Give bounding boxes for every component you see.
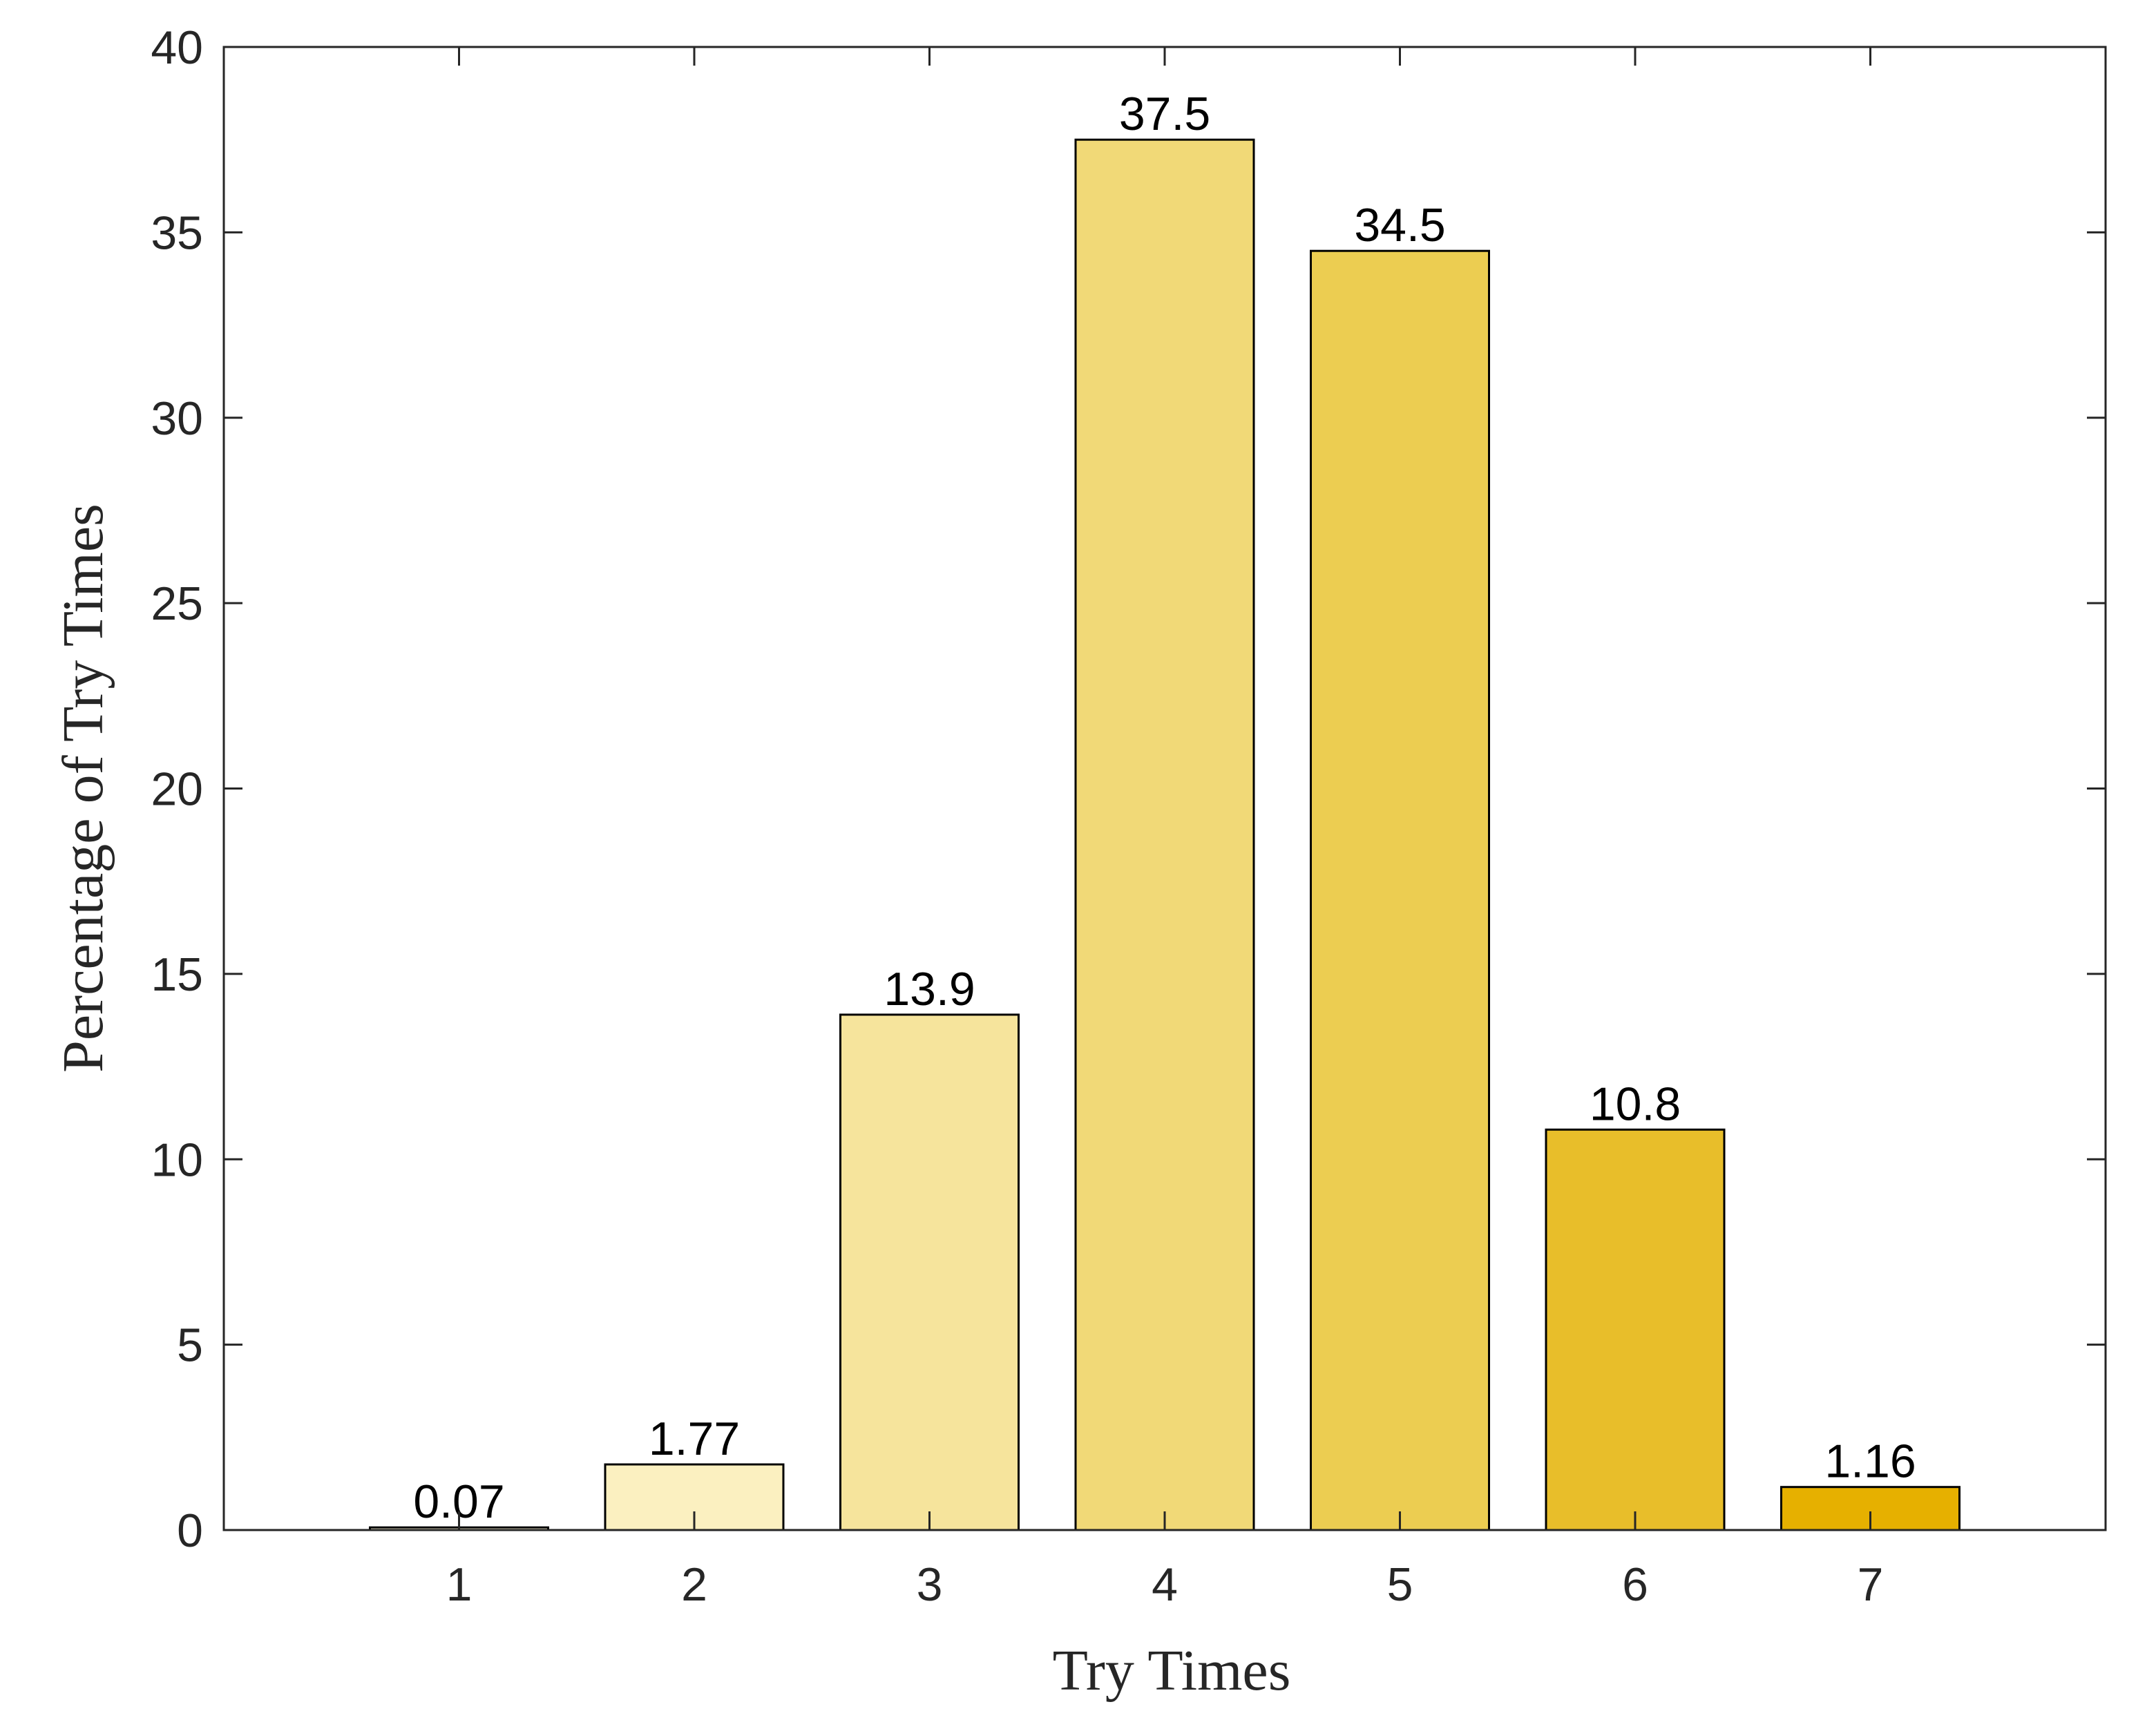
bars-layer xyxy=(369,138,1961,1531)
x-tick-label-2: 2 xyxy=(681,1558,707,1611)
x-tick-label-4: 4 xyxy=(1152,1558,1178,1611)
y-tick-label-15: 15 xyxy=(151,948,203,1001)
x-tick-label-3: 3 xyxy=(917,1558,943,1611)
data-label-5: 34.5 xyxy=(1354,199,1445,251)
y-tick-label-0: 0 xyxy=(177,1504,203,1557)
y-tick-label-40: 40 xyxy=(151,21,203,74)
data-label-6: 10.8 xyxy=(1590,1078,1681,1130)
y-tick-label-35: 35 xyxy=(151,207,203,259)
data-label-3: 13.9 xyxy=(884,963,975,1015)
y-tick-label-30: 30 xyxy=(151,392,203,445)
x-tick-label-7: 7 xyxy=(1858,1558,1884,1611)
ticks-layer: 1 2 3 4 5 6 7 0 5 10 15 20 25 30 35 40 xyxy=(151,21,2106,1611)
y-tick-label-20: 20 xyxy=(151,763,203,816)
bar-6 xyxy=(1545,1128,1726,1531)
bar-3 xyxy=(839,1013,1020,1531)
y-tick-label-5: 5 xyxy=(177,1319,203,1372)
bar-5 xyxy=(1310,249,1490,1531)
x-tick-label-1: 1 xyxy=(446,1558,473,1611)
data-label-2: 1.77 xyxy=(649,1413,740,1465)
y-tick-label-10: 10 xyxy=(151,1134,203,1186)
bar-4 xyxy=(1074,138,1255,1531)
x-axis-title: Try Times xyxy=(1053,1638,1291,1703)
data-label-7: 1.16 xyxy=(1824,1435,1916,1488)
data-label-4: 37.5 xyxy=(1119,88,1210,140)
y-axis-title: Percentage of Try Times xyxy=(51,504,115,1073)
y-tick-label-25: 25 xyxy=(151,577,203,630)
x-tick-label-6: 6 xyxy=(1622,1558,1648,1611)
x-tick-label-5: 5 xyxy=(1387,1558,1413,1611)
